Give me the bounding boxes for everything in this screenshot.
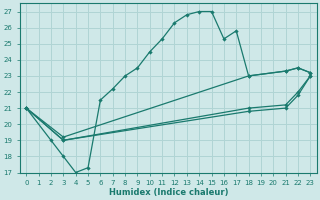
X-axis label: Humidex (Indice chaleur): Humidex (Indice chaleur) (108, 188, 228, 197)
